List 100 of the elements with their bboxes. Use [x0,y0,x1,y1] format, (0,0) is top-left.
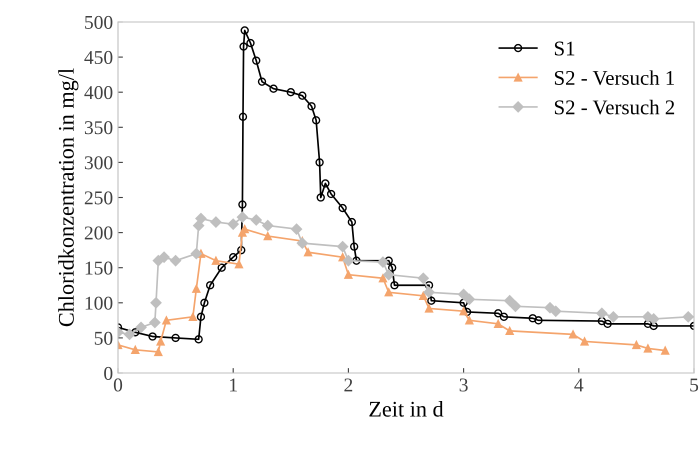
legend-label: S1 [554,42,574,56]
point [494,309,502,318]
point [296,238,308,249]
point [188,312,198,322]
point [131,328,140,336]
y-tick-label: 300 [84,156,112,170]
point [650,322,658,330]
y-tick-label: 150 [86,262,112,275]
point [580,337,589,346]
point [423,286,435,298]
point [307,102,316,110]
point [316,193,325,202]
point [150,297,162,308]
point [239,42,248,51]
point [427,296,436,305]
point [510,300,522,312]
point [424,281,434,290]
point [200,298,209,307]
point [419,292,428,300]
point [384,256,393,265]
x-tick-label: 5 [690,378,698,392]
point [195,212,207,224]
point [154,348,162,356]
point [158,252,170,263]
point [238,200,247,209]
point [252,56,260,65]
point [170,255,182,266]
point [632,340,641,350]
point [344,270,353,279]
point [234,260,244,268]
point [378,274,388,282]
point [348,218,356,226]
y-tick-label: 250 [84,191,112,204]
point [464,294,475,305]
point [648,313,660,325]
point [149,316,160,328]
x-axis-title: Zeit in d [369,401,444,417]
point [682,311,694,322]
legend-label: S2 - Versuch 1 [554,70,674,86]
point [228,218,239,230]
point [304,248,312,256]
legend-label: S2 - Versuch 2 [554,100,674,115]
y-axis-title: Chloridkonzentration in mg/l [58,68,78,326]
point [258,78,266,86]
point [504,295,516,306]
point [596,308,608,319]
y-tick-label: 50 [94,332,112,345]
point [162,316,171,325]
point [229,253,238,262]
point [237,246,246,254]
point [171,334,180,342]
point [240,26,249,35]
point [269,84,278,93]
y-tick-label: 100 [86,296,112,310]
x-tick-label: 1 [230,378,237,392]
point [384,288,393,296]
point [608,311,619,322]
point [210,216,222,228]
point [218,264,226,272]
point [459,307,468,316]
y-tick-label: 200 [84,226,112,240]
point [506,326,514,336]
point [236,212,248,223]
x-tick-label: 4 [574,378,584,392]
point [312,116,320,124]
point [388,264,396,272]
point [326,190,336,198]
point [390,281,399,290]
y-tick-label: 500 [85,16,112,29]
point [644,320,652,328]
point [342,255,354,266]
point [458,288,470,300]
point [528,314,537,322]
point [264,232,272,240]
point [315,158,324,167]
point [603,320,612,328]
point [465,316,474,325]
point [352,256,361,265]
point [148,332,157,341]
point [661,346,670,355]
point [568,330,578,339]
point [337,241,348,252]
point [534,316,543,325]
point [238,112,248,121]
point [598,316,606,326]
point [194,335,203,344]
point [286,88,295,96]
point [190,248,202,260]
point [418,272,429,284]
point [644,344,652,353]
point [459,298,468,307]
point [262,220,274,232]
point [206,281,214,290]
point [250,214,262,226]
point [212,256,220,265]
point [298,92,306,100]
point [338,204,347,212]
point [377,256,389,268]
point [290,223,302,235]
y-tick-label: 400 [84,86,112,100]
